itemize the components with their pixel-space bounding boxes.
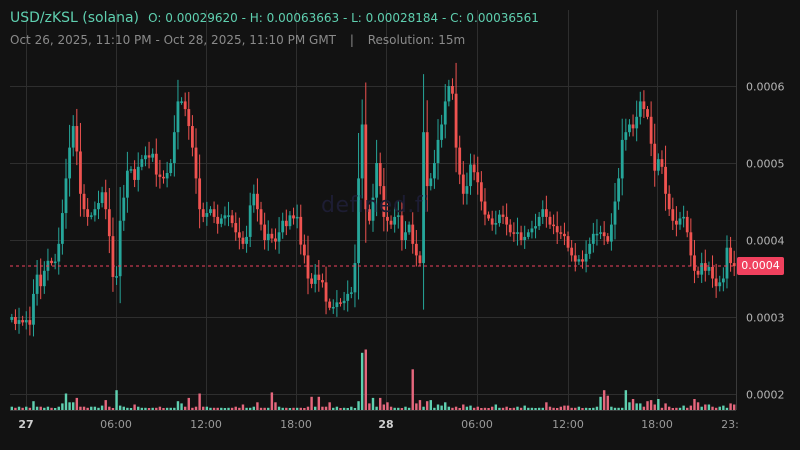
separator: |	[349, 33, 354, 47]
watermark: defined.fi	[321, 193, 430, 218]
time-tick-label: 18:00	[641, 418, 673, 431]
volume-bars	[10, 349, 736, 410]
price-tick-label: 0.0006	[746, 80, 785, 93]
time-tick-label: 18:00	[280, 418, 312, 431]
time-tick-label: 27	[18, 418, 34, 431]
price-tick-label: 0.0002	[746, 388, 785, 401]
date-range-end: Oct 28, 2025, 11:10 PM GMT	[163, 33, 337, 47]
current-price-tag: 0.0004	[737, 257, 784, 275]
time-tick-label: 12:00	[552, 418, 584, 431]
price-tick-label: 0.0003	[746, 311, 785, 324]
symbol-title: USD/zKSL (solana)	[10, 10, 140, 26]
time-tick-label: 12:00	[190, 418, 222, 431]
time-tick-label: 06:00	[461, 418, 493, 431]
price-tick-label: 0.0004	[746, 234, 785, 247]
time-tick-label: 23:	[721, 418, 739, 431]
chart-subheader: Oct 26, 2025, 11:10 PM - Oct 28, 2025, 1…	[10, 33, 466, 47]
time-tick-label: 06:00	[100, 418, 132, 431]
price-candles	[10, 62, 736, 337]
price-tick-label: 0.0005	[746, 157, 785, 170]
date-range-start: Oct 26, 2025, 11:10 PM	[10, 33, 152, 47]
chart-grid	[10, 10, 736, 410]
ohlc-values: O: 0.00029620 - H: 0.00063663 - L: 0.000…	[148, 11, 539, 25]
time-tick-label: 28	[378, 418, 394, 431]
resolution-label: Resolution: 15m	[367, 33, 466, 47]
chart-header: USD/zKSL (solana) O: 0.00029620 - H: 0.0…	[10, 10, 539, 26]
